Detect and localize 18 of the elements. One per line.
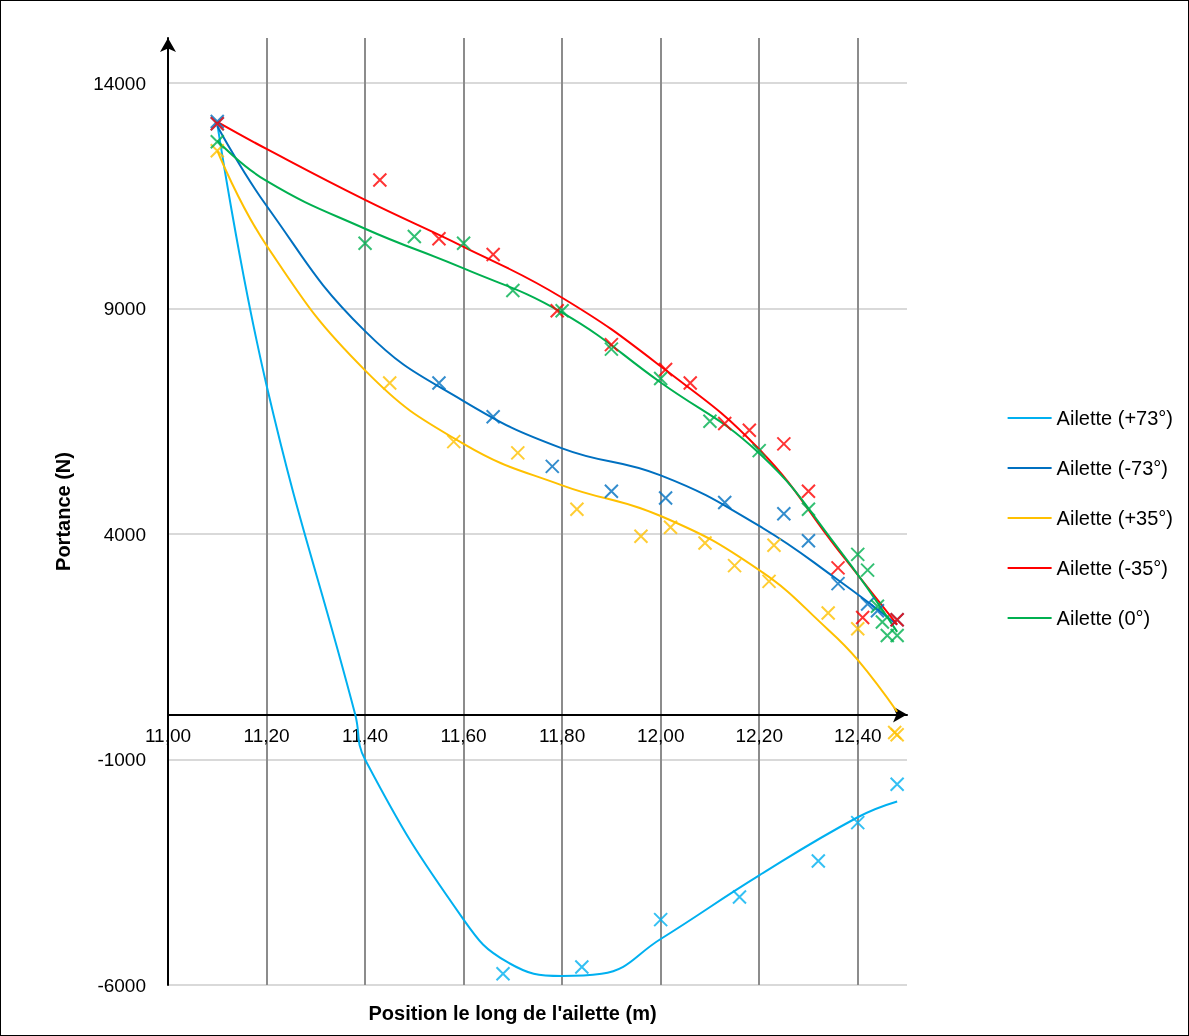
legend-label: Ailette (+35°) [1056, 507, 1173, 529]
y-tick-label: 9000 [103, 298, 146, 320]
y-tick-label: 4000 [103, 523, 146, 545]
legend-label: Ailette (+73°) [1056, 407, 1173, 429]
x-tick-label: 11,20 [243, 725, 290, 747]
legend-label: Ailette (-35°) [1056, 557, 1168, 579]
legend-label: Ailette (-73°) [1056, 457, 1168, 479]
y-tick-label: -1000 [97, 749, 146, 771]
x-axis-title: Position le long de l'ailette (m) [368, 1002, 657, 1024]
x-tick-label: 11,80 [539, 725, 586, 747]
x-tick-label: 12,00 [636, 725, 685, 747]
x-tick-label: 12,40 [833, 725, 882, 747]
y-tick-label: -6000 [97, 974, 146, 996]
x-tick-label: 11,60 [440, 725, 487, 747]
y-axis-title: Portance (N) [52, 452, 74, 571]
y-tick-label: 14000 [93, 72, 146, 94]
x-tick-label: 12,20 [735, 725, 783, 747]
legend-label: Ailette (0°) [1056, 607, 1151, 629]
